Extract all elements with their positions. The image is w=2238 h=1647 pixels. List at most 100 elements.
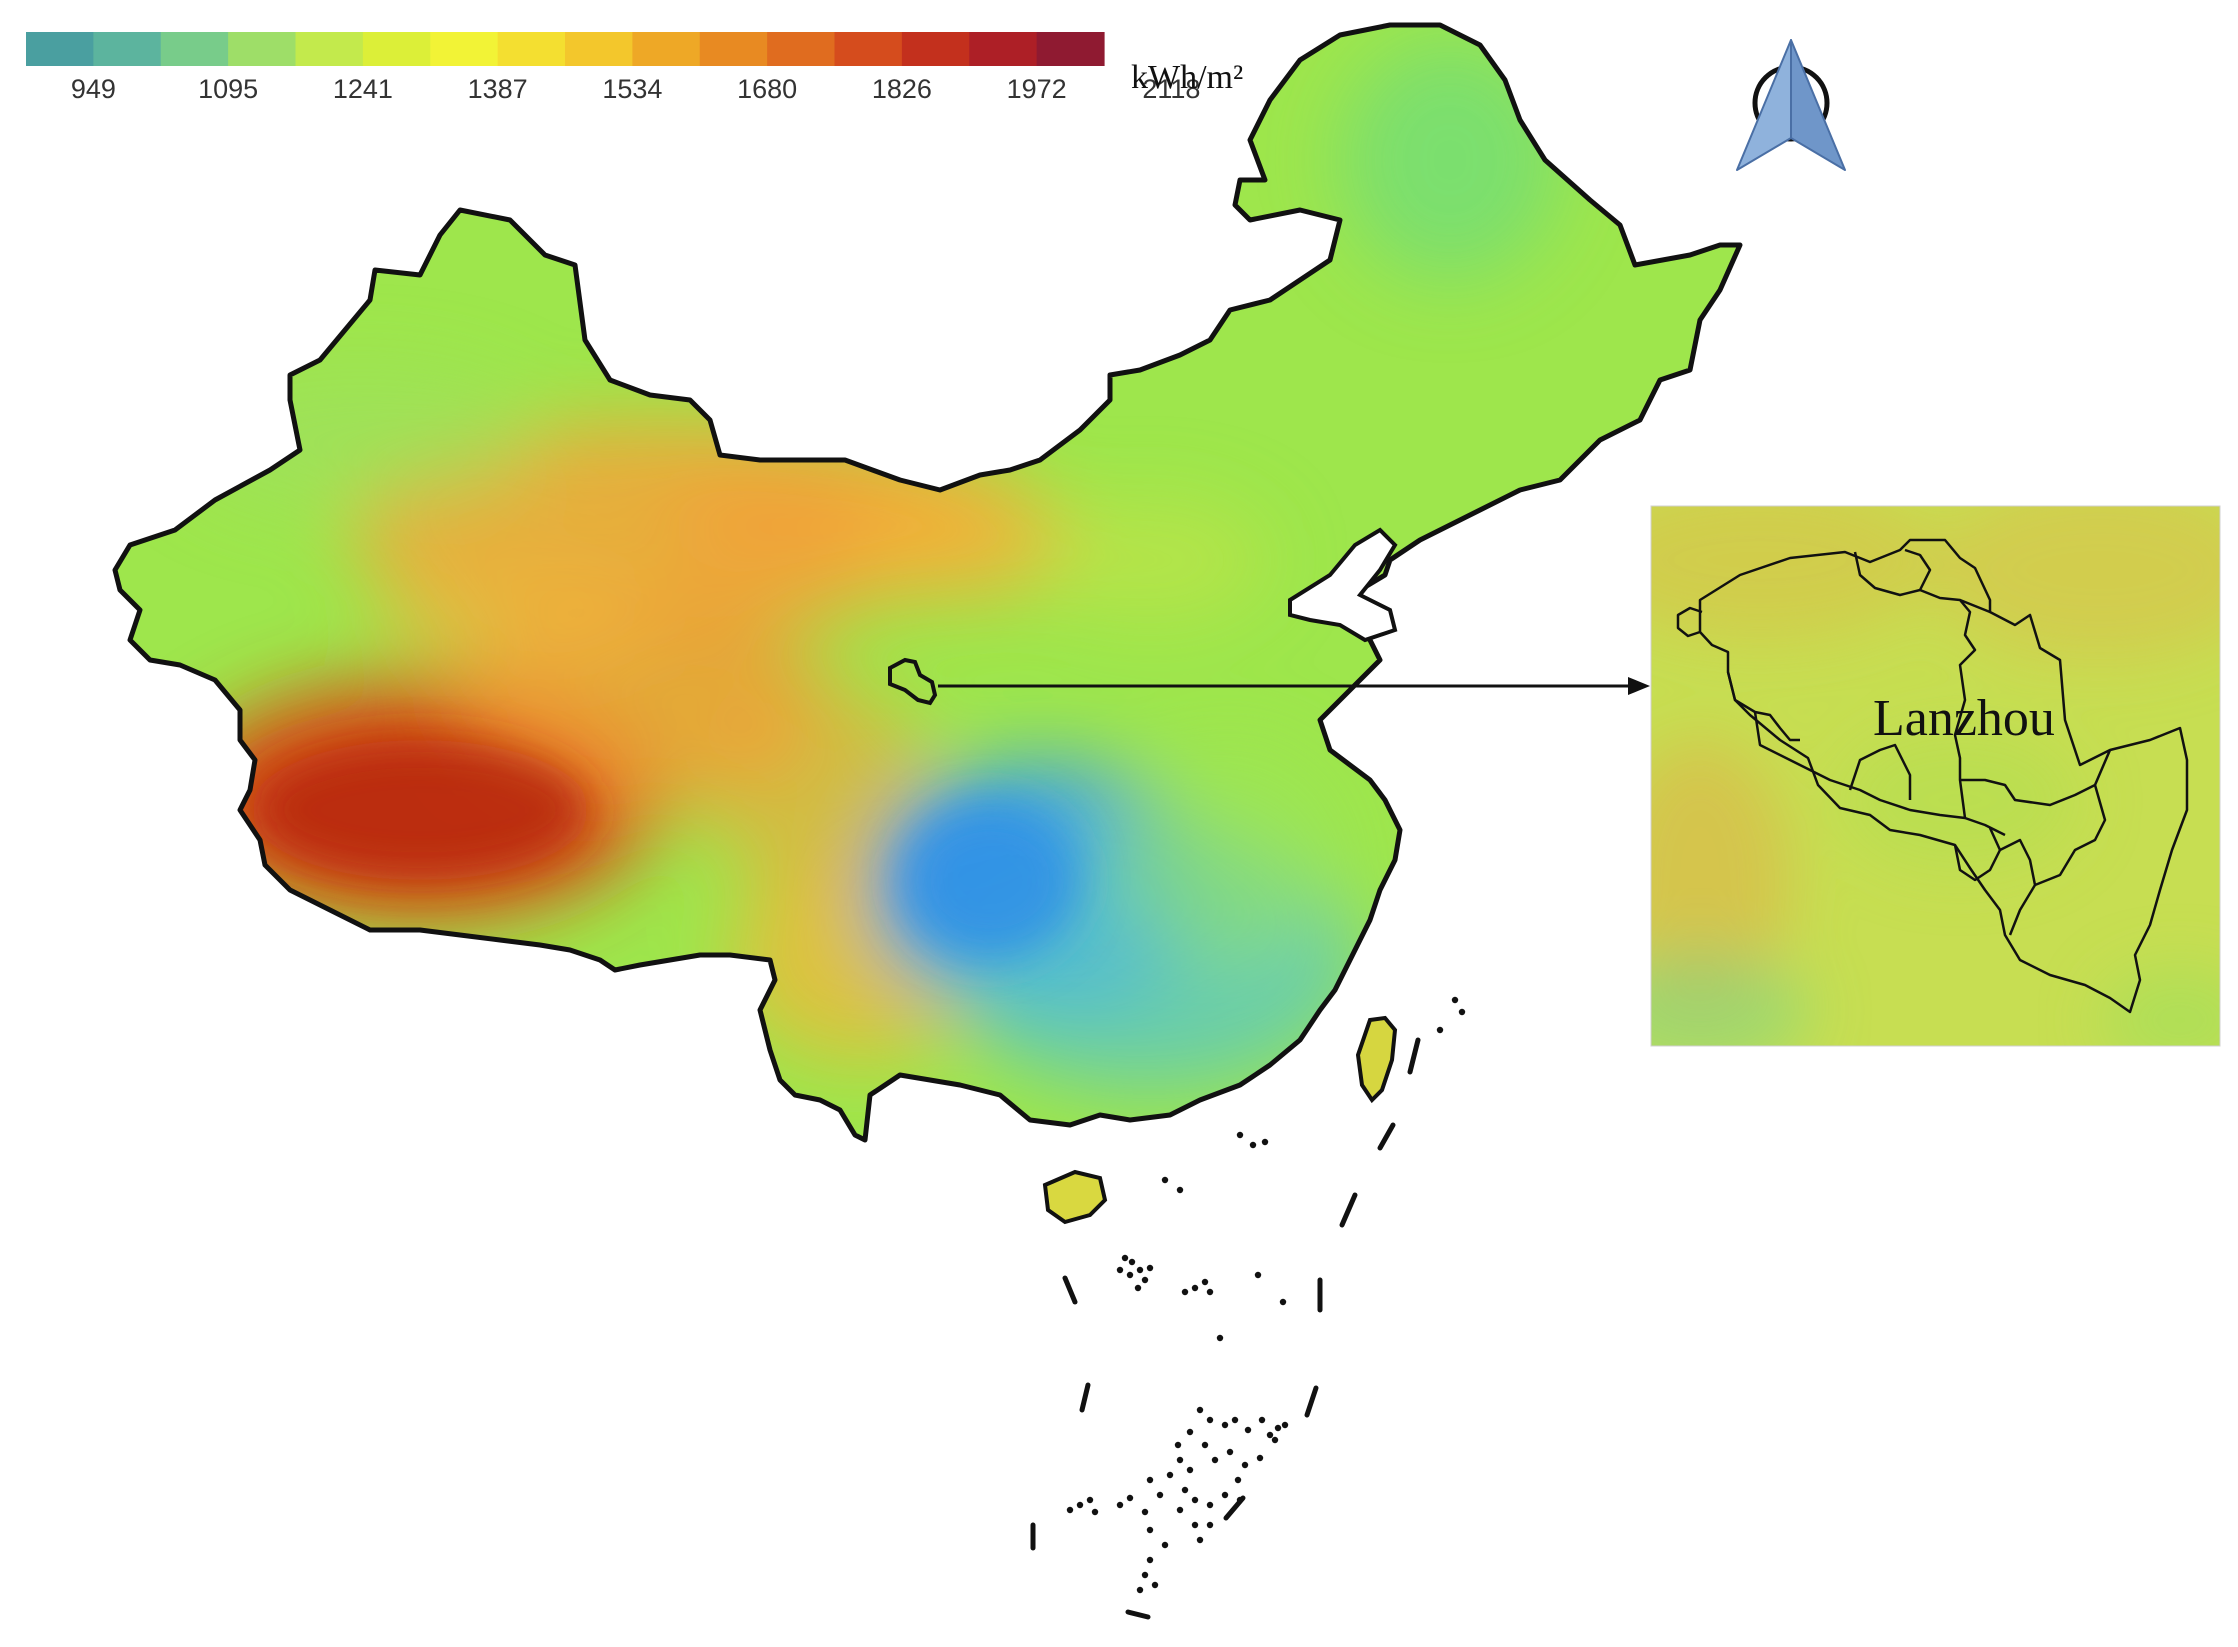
legend-swatch: [969, 32, 1038, 66]
island-dot: [1206, 1416, 1214, 1424]
island-dot: [1258, 1416, 1266, 1424]
legend-tick-label: 949: [71, 74, 116, 104]
island-dot: [1066, 1506, 1074, 1514]
island-dot: [1161, 1541, 1169, 1549]
island-dot: [1181, 1288, 1189, 1296]
island-dot: [1156, 1491, 1164, 1499]
island-dot: [1241, 1461, 1249, 1469]
island-dot: [1186, 1428, 1194, 1436]
legend-swatch: [160, 32, 229, 66]
island-dot: [1216, 1334, 1224, 1342]
inset-connector-arrow: [938, 677, 1650, 695]
island-dot: [1451, 996, 1459, 1004]
island-dot: [1121, 1254, 1129, 1262]
island-dot: [1196, 1536, 1204, 1544]
island-dot: [1191, 1284, 1199, 1292]
island-dot: [1116, 1266, 1124, 1274]
island-dot: [1458, 1008, 1466, 1016]
island-dot: [1141, 1571, 1149, 1579]
island-dot: [1176, 1456, 1184, 1464]
island-dot: [1116, 1501, 1124, 1509]
island-dot: [1141, 1508, 1149, 1516]
hainan-island: [1042, 1169, 1108, 1225]
legend-tick-label: 1826: [872, 74, 932, 104]
legend-swatch: [430, 32, 499, 66]
island-dot: [1076, 1501, 1084, 1509]
island-dot: [1244, 1426, 1252, 1434]
island-dot: [1266, 1431, 1274, 1439]
scattered-islands: [1066, 996, 1466, 1594]
lanzhou-inset-map: Lanzhou: [1650, 505, 2221, 1047]
island-dot: [1281, 1421, 1289, 1429]
island-dot: [1086, 1496, 1094, 1504]
island-dot: [1128, 1258, 1136, 1266]
island-dot: [1201, 1278, 1209, 1286]
island-dot: [1176, 1186, 1184, 1194]
sea-boundary-dashes: [1030, 1037, 1421, 1620]
legend-swatch: [834, 32, 903, 66]
island-dot: [1261, 1138, 1269, 1146]
island-dot: [1091, 1508, 1099, 1516]
district-boundaries: [1676, 538, 2189, 1014]
island-dot: [1146, 1476, 1154, 1484]
island-dot: [1126, 1494, 1134, 1502]
legend-swatch: [93, 32, 162, 66]
island-dot: [1234, 1476, 1242, 1484]
legend-tick-labels: 949 1095 1241 1387 1534 1680 1826 1972 2118: [71, 74, 1201, 104]
island-dot: [1146, 1264, 1154, 1272]
island-dot: [1191, 1496, 1199, 1504]
legend-tick-label: 1095: [198, 74, 258, 104]
island-dot: [1221, 1491, 1229, 1499]
island-dot: [1186, 1466, 1194, 1474]
island-dot: [1236, 1131, 1244, 1139]
legend-swatch: [295, 32, 364, 66]
island-dot: [1254, 1271, 1262, 1279]
taiwan-island: [1355, 1015, 1398, 1104]
legend-swatch: [1036, 32, 1105, 66]
legend-tick-label: 2118: [1142, 74, 1200, 104]
island-dot: [1151, 1581, 1159, 1589]
island-dot: [1279, 1298, 1287, 1306]
island-dot: [1231, 1416, 1239, 1424]
island-dot: [1166, 1471, 1174, 1479]
island-dot: [1141, 1276, 1149, 1284]
island-dot: [1206, 1288, 1214, 1296]
island-dot: [1201, 1441, 1209, 1449]
inset-city-label: Lanzhou: [1873, 690, 2055, 747]
island-dot: [1249, 1141, 1257, 1149]
island-dot: [1211, 1456, 1219, 1464]
island-dot: [1191, 1521, 1199, 1529]
legend-tick-label: 1387: [468, 74, 528, 104]
island-dot: [1196, 1406, 1204, 1414]
island-dot: [1271, 1436, 1279, 1444]
island-dot: [1206, 1521, 1214, 1529]
island-dot: [1134, 1284, 1142, 1292]
legend-tick-label: 1534: [602, 74, 662, 104]
island-dot: [1236, 1496, 1244, 1504]
island-dot: [1136, 1266, 1144, 1274]
legend-swatch: [632, 32, 701, 66]
legend-swatch: [901, 32, 970, 66]
island-dot: [1181, 1486, 1189, 1494]
legend-color-bar: [26, 32, 1105, 66]
island-dot: [1256, 1454, 1264, 1462]
legend-swatch: [497, 32, 566, 66]
island-dot: [1161, 1176, 1169, 1184]
island-dot: [1174, 1441, 1182, 1449]
lanzhou-outline: [888, 657, 938, 706]
legend-swatch: [26, 32, 94, 66]
legend-tick-label: 1680: [737, 74, 797, 104]
north-arrow-icon: [1736, 39, 1846, 171]
island-dot: [1176, 1506, 1184, 1514]
island-dot: [1226, 1448, 1234, 1456]
china-map: [60, 0, 1760, 1200]
legend-swatch: [699, 32, 768, 66]
island-dot: [1146, 1526, 1154, 1534]
legend-swatch: [767, 32, 836, 66]
island-dot: [1206, 1501, 1214, 1509]
island-dot: [1436, 1026, 1444, 1034]
legend-tick-label: 1972: [1007, 74, 1067, 104]
legend-tick-label: 1241: [333, 74, 393, 104]
island-dot: [1126, 1271, 1134, 1279]
